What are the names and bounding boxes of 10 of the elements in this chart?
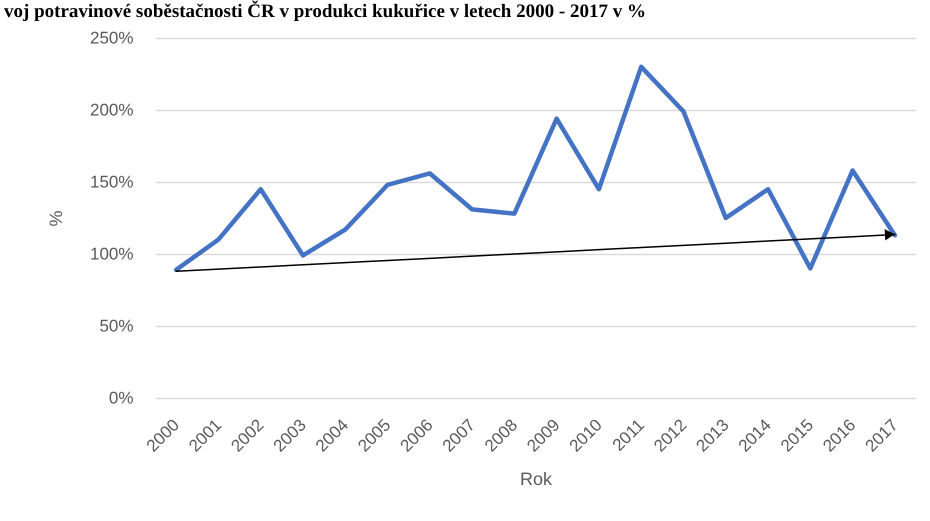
y-axis-title: % xyxy=(46,210,66,227)
y-tick-label: 0% xyxy=(108,388,134,408)
y-tick-label: 50% xyxy=(99,316,134,336)
y-tick-label: 250% xyxy=(90,28,134,48)
chart-title: voj potravinové soběstačnosti ČR v produkci kukuřice v letech 2000 - 2017 v % xyxy=(4,0,646,22)
y-tick-label: 200% xyxy=(90,100,134,120)
y-tick-label: 100% xyxy=(90,244,134,264)
x-axis-title: Rok xyxy=(520,468,553,489)
line-series xyxy=(174,64,898,272)
y-tick-label: 150% xyxy=(90,172,134,192)
